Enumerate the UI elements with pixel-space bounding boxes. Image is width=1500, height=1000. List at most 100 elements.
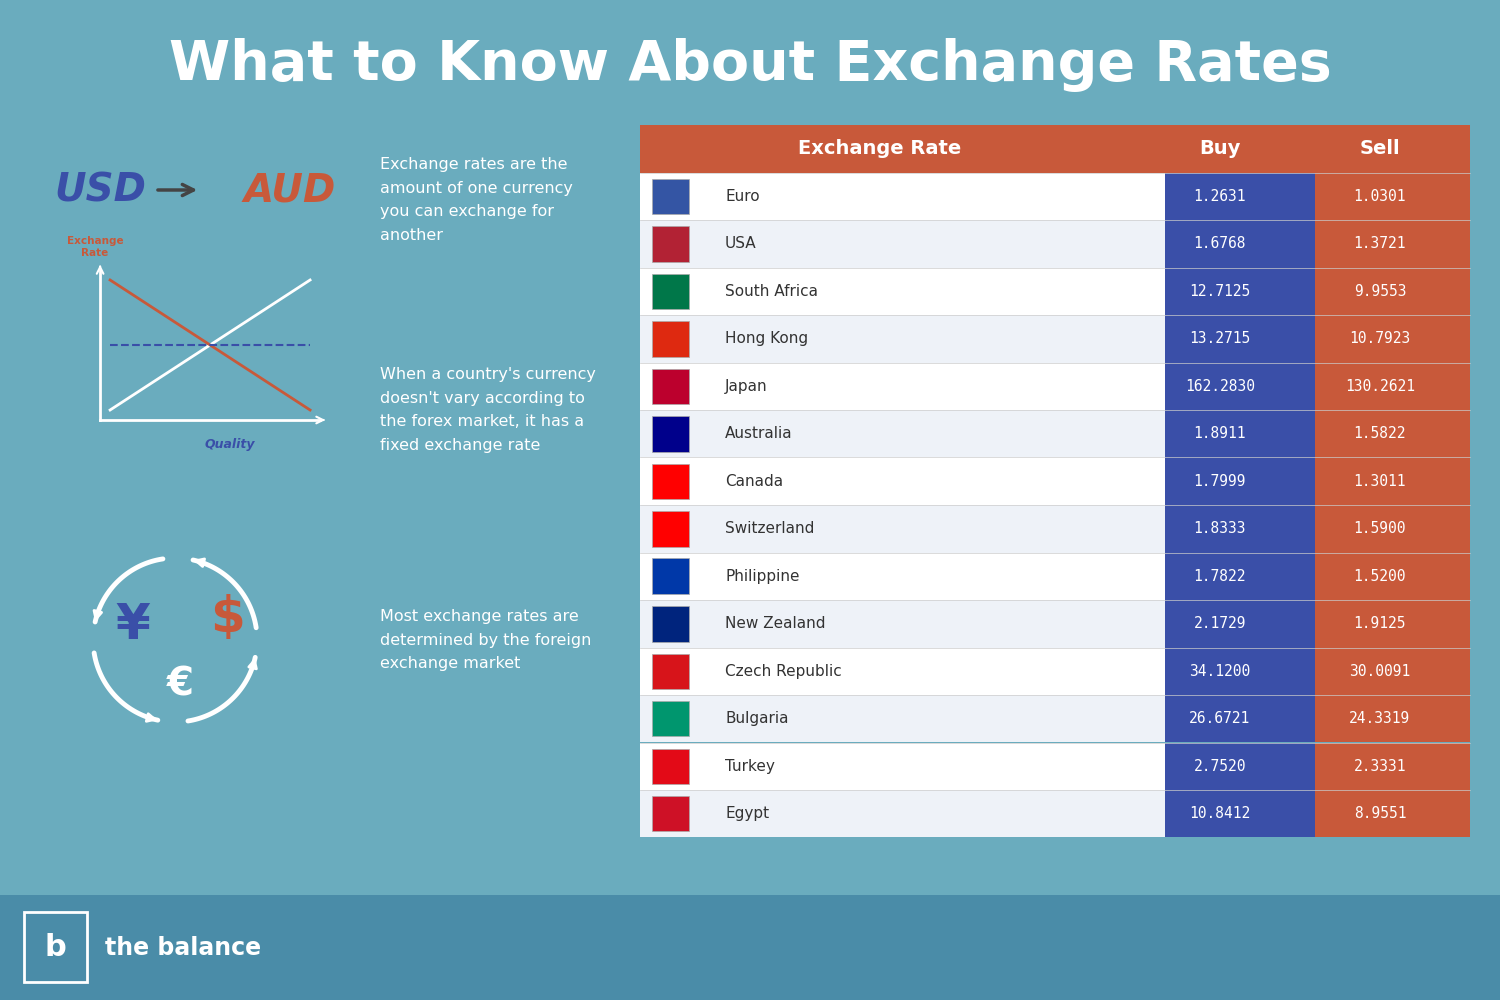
- Text: 1.8333: 1.8333: [1194, 521, 1246, 536]
- FancyBboxPatch shape: [652, 701, 688, 736]
- FancyBboxPatch shape: [652, 654, 688, 689]
- Text: 1.7822: 1.7822: [1194, 569, 1246, 584]
- FancyBboxPatch shape: [24, 912, 87, 982]
- Text: What to Know About Exchange Rates: What to Know About Exchange Rates: [168, 38, 1332, 92]
- FancyBboxPatch shape: [1316, 695, 1470, 742]
- FancyBboxPatch shape: [0, 895, 1500, 1000]
- FancyBboxPatch shape: [652, 321, 688, 357]
- Text: Buy: Buy: [1198, 139, 1240, 158]
- Text: 8.9551: 8.9551: [1353, 806, 1406, 821]
- FancyBboxPatch shape: [1166, 790, 1316, 837]
- FancyBboxPatch shape: [1316, 410, 1470, 457]
- FancyBboxPatch shape: [1166, 267, 1316, 315]
- Text: 13.2715: 13.2715: [1190, 331, 1251, 346]
- Text: 2.7520: 2.7520: [1194, 759, 1246, 774]
- Text: 1.7999: 1.7999: [1194, 474, 1246, 489]
- FancyBboxPatch shape: [1166, 315, 1316, 362]
- Text: Australia: Australia: [724, 426, 792, 441]
- Text: Exchange rates are the
amount of one currency
you can exchange for
another: Exchange rates are the amount of one cur…: [380, 157, 573, 243]
- FancyBboxPatch shape: [652, 368, 688, 404]
- Text: Exchange
Rate: Exchange Rate: [68, 236, 123, 258]
- FancyBboxPatch shape: [640, 505, 1166, 552]
- Text: Exchange Rate: Exchange Rate: [798, 139, 962, 158]
- Text: 1.5900: 1.5900: [1353, 521, 1406, 536]
- Text: 1.6768: 1.6768: [1194, 236, 1246, 251]
- FancyBboxPatch shape: [652, 748, 688, 784]
- Text: Bulgaria: Bulgaria: [724, 711, 789, 726]
- Text: Quality: Quality: [206, 438, 255, 451]
- FancyBboxPatch shape: [640, 648, 1166, 695]
- FancyBboxPatch shape: [1316, 457, 1470, 505]
- Text: 12.7125: 12.7125: [1190, 284, 1251, 299]
- Text: 1.8911: 1.8911: [1194, 426, 1246, 441]
- Text: $: $: [210, 594, 244, 642]
- FancyBboxPatch shape: [652, 464, 688, 499]
- Text: 130.2621: 130.2621: [1346, 379, 1414, 394]
- FancyBboxPatch shape: [1166, 410, 1316, 457]
- Text: Switzerland: Switzerland: [724, 521, 815, 536]
- FancyBboxPatch shape: [652, 273, 688, 309]
- FancyBboxPatch shape: [652, 416, 688, 452]
- FancyBboxPatch shape: [1166, 362, 1316, 410]
- Text: 1.3721: 1.3721: [1353, 236, 1406, 251]
- FancyBboxPatch shape: [1316, 172, 1470, 220]
- Text: USD: USD: [54, 171, 146, 209]
- Text: 10.8412: 10.8412: [1190, 806, 1251, 821]
- Text: Czech Republic: Czech Republic: [724, 664, 842, 679]
- FancyBboxPatch shape: [652, 796, 688, 831]
- FancyBboxPatch shape: [640, 172, 1166, 220]
- Text: AUD: AUD: [244, 171, 336, 209]
- Text: Most exchange rates are
determined by the foreign
exchange market: Most exchange rates are determined by th…: [380, 609, 591, 671]
- FancyBboxPatch shape: [1316, 742, 1470, 790]
- FancyBboxPatch shape: [1166, 220, 1316, 267]
- Text: 1.5200: 1.5200: [1353, 569, 1406, 584]
- Text: 24.3319: 24.3319: [1350, 711, 1410, 726]
- FancyBboxPatch shape: [640, 790, 1166, 837]
- Text: 30.0091: 30.0091: [1350, 664, 1410, 679]
- FancyBboxPatch shape: [640, 267, 1166, 315]
- FancyBboxPatch shape: [640, 457, 1166, 505]
- Text: Japan: Japan: [724, 379, 768, 394]
- Text: 1.3011: 1.3011: [1353, 474, 1406, 489]
- FancyBboxPatch shape: [640, 695, 1166, 742]
- FancyBboxPatch shape: [1166, 695, 1316, 742]
- FancyBboxPatch shape: [640, 600, 1166, 648]
- FancyBboxPatch shape: [652, 558, 688, 594]
- FancyBboxPatch shape: [1316, 552, 1470, 600]
- FancyBboxPatch shape: [1166, 600, 1316, 648]
- FancyBboxPatch shape: [1316, 220, 1470, 267]
- Text: €: €: [166, 666, 194, 704]
- FancyBboxPatch shape: [1316, 315, 1470, 362]
- Text: Euro: Euro: [724, 189, 759, 204]
- Text: Egypt: Egypt: [724, 806, 770, 821]
- Text: Hong Kong: Hong Kong: [724, 331, 809, 346]
- FancyBboxPatch shape: [640, 410, 1166, 457]
- FancyBboxPatch shape: [640, 552, 1166, 600]
- FancyBboxPatch shape: [1166, 457, 1316, 505]
- Text: the balance: the balance: [105, 936, 261, 960]
- Text: 10.7923: 10.7923: [1350, 331, 1410, 346]
- FancyBboxPatch shape: [1166, 648, 1316, 695]
- FancyBboxPatch shape: [640, 220, 1166, 267]
- FancyBboxPatch shape: [1166, 172, 1316, 220]
- Text: 26.6721: 26.6721: [1190, 711, 1251, 726]
- FancyBboxPatch shape: [640, 742, 1166, 790]
- FancyBboxPatch shape: [652, 178, 688, 214]
- FancyBboxPatch shape: [1316, 648, 1470, 695]
- FancyBboxPatch shape: [1166, 552, 1316, 600]
- FancyBboxPatch shape: [640, 362, 1166, 410]
- FancyBboxPatch shape: [1316, 790, 1470, 837]
- FancyBboxPatch shape: [640, 315, 1166, 362]
- FancyBboxPatch shape: [1166, 742, 1316, 790]
- FancyBboxPatch shape: [1316, 267, 1470, 315]
- Text: ¥: ¥: [116, 601, 150, 649]
- Text: 1.0301: 1.0301: [1353, 189, 1406, 204]
- Text: 1.5822: 1.5822: [1353, 426, 1406, 441]
- FancyBboxPatch shape: [652, 606, 688, 642]
- Text: 1.2631: 1.2631: [1194, 189, 1246, 204]
- Text: South Africa: South Africa: [724, 284, 818, 299]
- FancyBboxPatch shape: [1316, 505, 1470, 552]
- Text: Sell: Sell: [1359, 139, 1400, 158]
- FancyBboxPatch shape: [1316, 362, 1470, 410]
- FancyBboxPatch shape: [1316, 600, 1470, 648]
